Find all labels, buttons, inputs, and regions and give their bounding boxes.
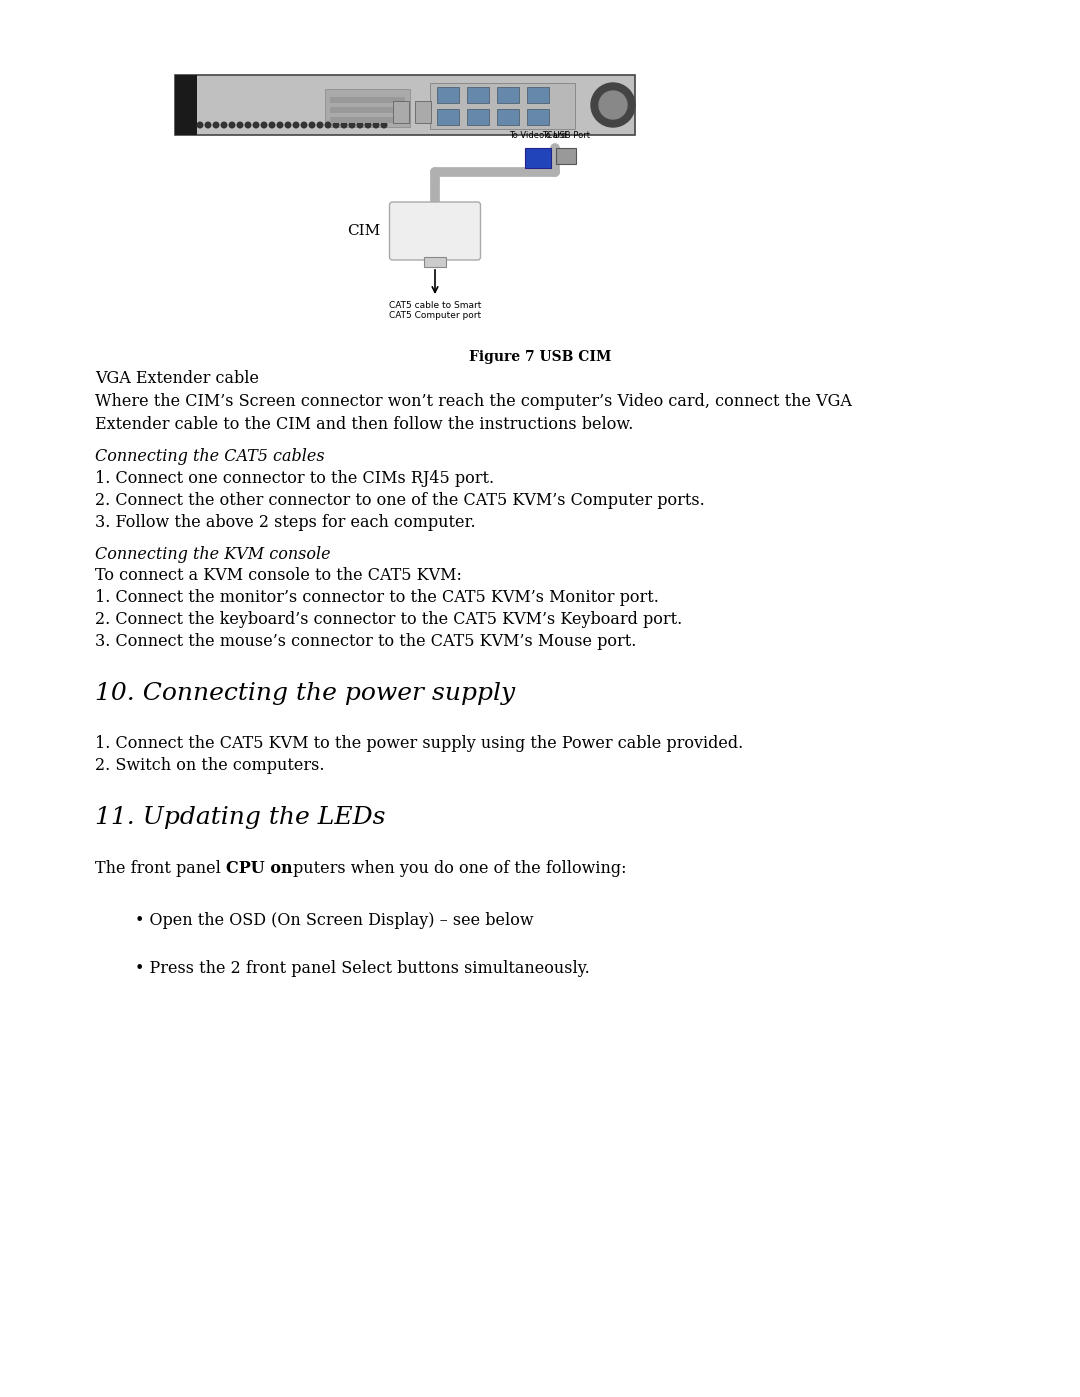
Text: 1. Connect the CAT5 KVM to the power supply using the Power cable provided.: 1. Connect the CAT5 KVM to the power sup… [95,735,743,752]
FancyBboxPatch shape [390,203,481,260]
Text: Extender cable to the CIM and then follow the instructions below.: Extender cable to the CIM and then follo… [95,416,633,433]
FancyBboxPatch shape [467,87,489,103]
FancyBboxPatch shape [325,89,410,127]
Text: To USB Port: To USB Port [542,131,590,140]
Text: To connect a KVM console to the CAT5 KVM:: To connect a KVM console to the CAT5 KVM… [95,567,462,584]
FancyBboxPatch shape [415,101,431,123]
Circle shape [238,122,243,127]
FancyBboxPatch shape [175,75,197,136]
Text: Connecting the CAT5 cables: Connecting the CAT5 cables [95,448,325,465]
Text: The front panel: The front panel [95,861,226,877]
Text: CPU on: CPU on [226,861,293,877]
FancyBboxPatch shape [497,87,519,103]
FancyBboxPatch shape [556,148,576,163]
FancyBboxPatch shape [330,96,405,103]
FancyBboxPatch shape [497,109,519,124]
Text: 2. Connect the other connector to one of the CAT5 KVM’s Computer ports.: 2. Connect the other connector to one of… [95,492,705,509]
Circle shape [198,122,203,127]
FancyBboxPatch shape [330,108,405,113]
Text: 1. Connect the monitor’s connector to the CAT5 KVM’s Monitor port.: 1. Connect the monitor’s connector to th… [95,590,659,606]
FancyBboxPatch shape [527,87,549,103]
FancyBboxPatch shape [525,148,551,168]
FancyBboxPatch shape [437,87,459,103]
Circle shape [205,122,211,127]
Text: CAT5 cable to Smart
CAT5 Computer port: CAT5 cable to Smart CAT5 Computer port [389,300,482,320]
Circle shape [591,82,635,127]
Text: • Press the 2 front panel Select buttons simultaneously.: • Press the 2 front panel Select buttons… [135,960,590,977]
Text: 2. Connect the keyboard’s connector to the CAT5 KVM’s Keyboard port.: 2. Connect the keyboard’s connector to t… [95,610,683,629]
Text: 1. Connect one connector to the CIMs RJ45 port.: 1. Connect one connector to the CIMs RJ4… [95,469,495,488]
Text: Figure 7 USB CIM: Figure 7 USB CIM [469,351,611,365]
Text: 3. Follow the above 2 steps for each computer.: 3. Follow the above 2 steps for each com… [95,514,475,531]
Circle shape [341,122,347,127]
Circle shape [381,122,387,127]
Text: 11. Updating the LEDs: 11. Updating the LEDs [95,806,386,828]
FancyBboxPatch shape [393,101,409,123]
FancyBboxPatch shape [527,109,549,124]
FancyBboxPatch shape [330,117,405,123]
Circle shape [269,122,274,127]
Text: 2. Switch on the computers.: 2. Switch on the computers. [95,757,324,774]
FancyBboxPatch shape [437,109,459,124]
Circle shape [334,122,339,127]
Circle shape [365,122,370,127]
Text: 3. Connect the mouse’s connector to the CAT5 KVM’s Mouse port.: 3. Connect the mouse’s connector to the … [95,633,636,650]
Circle shape [357,122,363,127]
Circle shape [229,122,234,127]
Circle shape [318,122,323,127]
Circle shape [599,91,627,119]
Circle shape [213,122,219,127]
Circle shape [221,122,227,127]
Text: Connecting the KVM console: Connecting the KVM console [95,546,330,563]
FancyBboxPatch shape [424,257,446,267]
FancyBboxPatch shape [467,109,489,124]
Circle shape [325,122,330,127]
Circle shape [245,122,251,127]
Text: To Video Card: To Video Card [510,131,567,140]
Text: Where the CIM’s Screen connector won’t reach the computer’s Video card, connect : Where the CIM’s Screen connector won’t r… [95,393,852,409]
Circle shape [309,122,314,127]
Circle shape [349,122,355,127]
Circle shape [278,122,283,127]
Text: puters when you do one of the following:: puters when you do one of the following: [293,861,626,877]
Text: 10. Connecting the power supply: 10. Connecting the power supply [95,682,515,705]
Circle shape [285,122,291,127]
Text: CIM: CIM [348,224,381,237]
Circle shape [374,122,379,127]
Text: • Open the OSD (On Screen Display) – see below: • Open the OSD (On Screen Display) – see… [135,912,534,929]
Circle shape [253,122,259,127]
Circle shape [261,122,267,127]
Text: VGA Extender cable: VGA Extender cable [95,370,259,387]
FancyBboxPatch shape [175,75,635,136]
Circle shape [293,122,299,127]
Circle shape [301,122,307,127]
FancyBboxPatch shape [430,82,575,129]
